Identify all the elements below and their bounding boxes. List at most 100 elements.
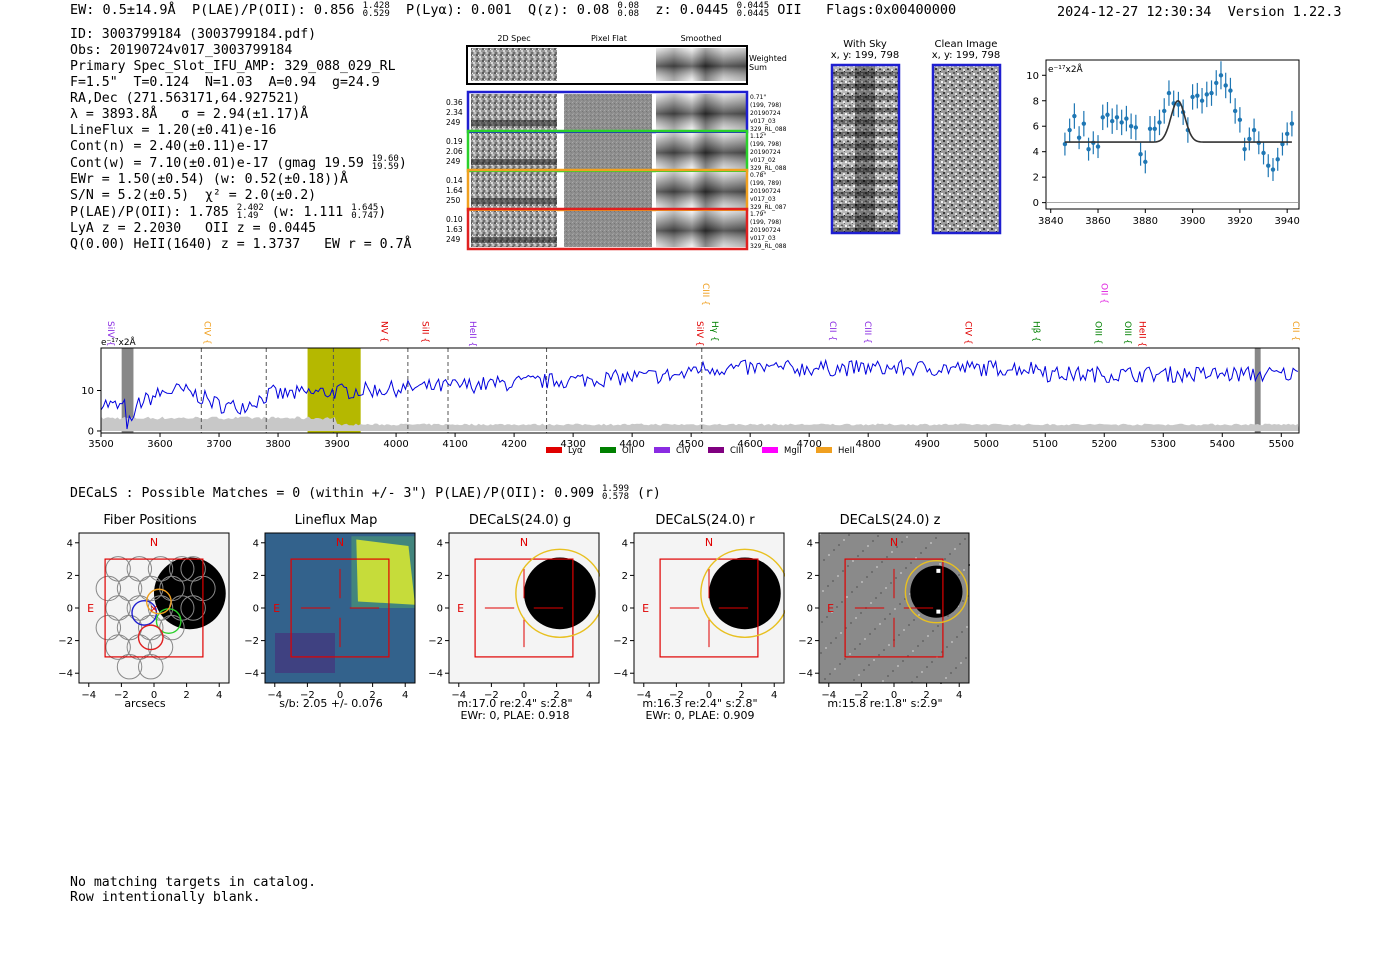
emission-line-label: OIII {: [1092, 321, 1102, 345]
emission-line-label: CIII {: [862, 321, 872, 344]
spec-row-meta: 0.78": [750, 172, 766, 179]
fiber-circle: [138, 653, 164, 680]
emission-line-label: CIII {: [700, 283, 710, 306]
zoom-data-point: [1166, 80, 1172, 106]
cutout-x-tick: −4: [821, 690, 836, 698]
north-label: N: [890, 536, 898, 549]
zoom-data-point: [1247, 127, 1252, 151]
emission-line-label: HeII {: [1137, 321, 1147, 347]
spec-row-meta: v017_02: [750, 157, 776, 164]
zoom-line-fit-chart: e⁻¹⁷x2Å 3840 3860 3880 3900 3920 3940 0 2 4 6 8 10: [1026, 59, 1300, 227]
info-fwhm: F=1.5" T=0.124 N=1.03 A=0.94 g=24.9: [70, 75, 380, 90]
spec-row-meta: (199, 798): [750, 141, 781, 148]
info-contw-end: ): [398, 156, 407, 171]
cutout-y-tick: −4: [428, 669, 443, 680]
spec-row-stat: 0.36: [446, 98, 463, 107]
header-summary: EW: 0.5±14.9Å P(LAE)/P(OII): 0.856 1.428…: [70, 2, 956, 19]
zoom-data-point: [1275, 147, 1280, 171]
flux-line: [100, 358, 1299, 430]
full-x-tick: 3900: [324, 439, 349, 450]
footer-line-2: Row intentionally blank.: [70, 890, 261, 905]
legend-label: CIV: [676, 446, 690, 456]
zoom-data-point: [1214, 70, 1219, 96]
decals-hi: 1.599: [601, 484, 630, 494]
svg-text:×: ×: [149, 602, 158, 615]
info-obs: Obs: 20190724v017_3003799184: [70, 43, 293, 58]
zoom-data-point: [1105, 102, 1110, 128]
emission-line-label: OII {: [1098, 283, 1108, 304]
cutout-x-tick: 4: [402, 690, 408, 698]
full-x-tick: 4100: [442, 439, 467, 450]
header-z-lo: 0.0445: [736, 9, 770, 19]
cutout-title: DECaLS(24.0) g: [468, 513, 572, 528]
north-label: N: [150, 536, 158, 549]
info-contw-hi: 19.60: [371, 154, 399, 164]
spec-row-meta: 1.79": [750, 211, 766, 218]
zoom-data-point: [1076, 126, 1082, 150]
spec-row-meta: (199, 789): [750, 180, 781, 187]
zoom-ylabel-unit: e⁻¹⁷x2Å: [1048, 63, 1084, 75]
cutout-y-tick: −2: [244, 636, 259, 647]
cutout-y-tick: −4: [244, 669, 259, 680]
zoom-y-tick: 8: [1033, 96, 1039, 107]
cutout-y-tick: 2: [622, 571, 628, 582]
decals-band: (r): [637, 486, 661, 501]
full-x-tick: 5100: [1033, 439, 1058, 450]
emission-line-label: NV {: [378, 321, 388, 342]
spec-row-meta: v017_03: [750, 196, 776, 203]
cutout-x-tick: −4: [636, 690, 651, 698]
full-y-tick: 10: [81, 386, 94, 397]
fiber-highlight: [137, 624, 164, 651]
source-blob: [709, 557, 781, 630]
header-plae: P(LAE)/P(OII): 0.856: [191, 2, 355, 18]
cutout-y-tick: 0: [437, 604, 443, 615]
east-label: E: [827, 602, 834, 615]
zoom-y-tick: 0: [1033, 198, 1039, 209]
cutout-x-tick: −2: [669, 690, 684, 698]
info-lineflux: LineFlux = 1.20(±0.41)e-16: [70, 123, 277, 138]
zoom-data-point: [1209, 80, 1214, 106]
legend-swatch: [816, 447, 832, 453]
spec-row-meta: 0.71": [750, 94, 766, 101]
zoom-data-point: [1114, 104, 1120, 131]
spec-row-stat: 249: [446, 235, 461, 244]
spec-row-stat: 1.64: [446, 186, 463, 195]
cutout-x-tick: 2: [738, 690, 744, 698]
emission-line-label: Hγ {: [709, 321, 719, 342]
header-z: z: 0.0445: [655, 2, 729, 18]
cutout-y-tick: 0: [67, 604, 73, 615]
zoom-data-point: [1147, 116, 1153, 142]
spec-row-meta: 1.12": [750, 133, 766, 140]
emission-line-label: CII {: [827, 321, 837, 341]
cutout-y-tick: −2: [428, 636, 443, 647]
full-x-tick: 5000: [973, 439, 998, 450]
info-primary: Primary Spec_Slot_IFU_AMP: 329_088_029_R…: [70, 59, 396, 74]
full-x-tick: 4200: [501, 439, 526, 450]
full-x-tick: 3600: [147, 439, 172, 450]
clean-image-subtitle: x, y: 199, 798: [932, 50, 1001, 61]
cutout-title: DECaLS(24.0) z: [839, 513, 941, 528]
zoom-data-point: [1223, 72, 1228, 99]
header-ew: EW: 0.5±14.9Å: [70, 2, 176, 18]
spec-row-meta: 329_RL_088: [750, 126, 787, 133]
spec-row-stat: 2.06: [446, 147, 463, 156]
emission-line-label: CIV {: [201, 321, 211, 345]
cutout-panel: N E −4 −4 −2 −2 0 0 2 2 4 4: [613, 532, 785, 698]
spec-row-meta: 329_RL_088: [750, 243, 787, 250]
spec-row-meta: 329_RL_088: [750, 165, 787, 172]
cutout-y-tick: 0: [253, 604, 259, 615]
cutout-x-tick: 4: [586, 690, 592, 698]
full-y-tick: 0: [88, 426, 94, 437]
zoom-data-point: [1152, 116, 1157, 142]
col-title-pixelflat: Pixel Flat: [591, 34, 627, 43]
legend-label: CIII: [730, 446, 743, 456]
cutout-caption: arcsecs: [124, 697, 166, 710]
zoom-data-point: [1157, 109, 1162, 136]
weighted-sum-row: Weighted Sum: [466, 45, 787, 85]
gray-band: [121, 348, 134, 433]
full-x-tick: 5400: [1210, 439, 1235, 450]
zoom-data-point: [1228, 77, 1233, 104]
noise-area: [101, 416, 1299, 431]
fiber-circle: [116, 653, 143, 680]
